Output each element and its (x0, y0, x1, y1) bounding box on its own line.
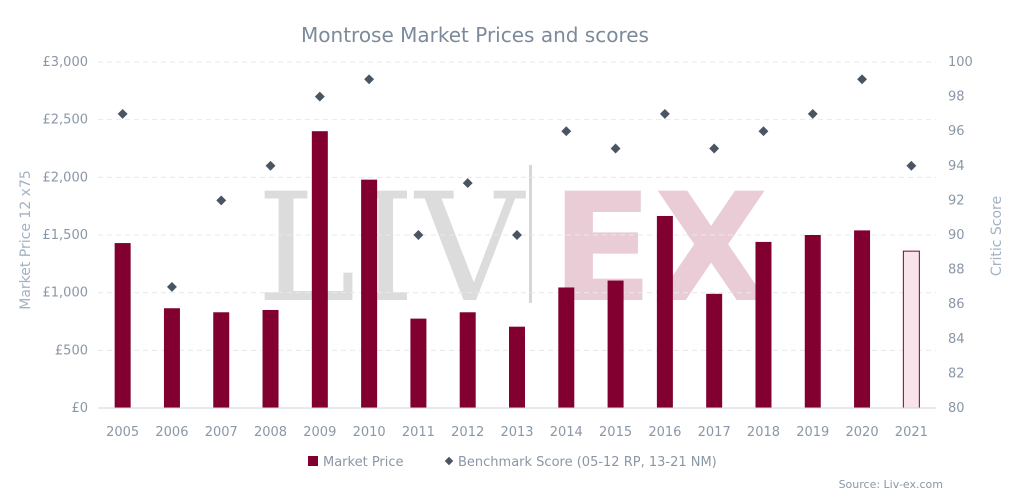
point-benchmark-score-2011 (413, 230, 424, 240)
x-tick-label: 2010 (353, 425, 386, 440)
bar-market-price-2006 (163, 308, 180, 408)
y2-tick-label: 80 (948, 401, 965, 416)
legend-label-benchmark-score: Benchmark Score (05-12 RP, 13-21 NM) (458, 455, 717, 470)
bar-market-price-2007 (213, 312, 230, 408)
bar-market-price-2018 (755, 241, 772, 408)
legend: Market Price Benchmark Score (05-12 RP, … (308, 455, 717, 470)
point-benchmark-score-2021 (906, 160, 917, 171)
x-tick-label: 2016 (648, 425, 681, 440)
legend-label-market-price: Market Price (323, 455, 404, 470)
bar-market-price-2020 (854, 230, 871, 408)
bar-market-price-2013 (509, 326, 525, 408)
y2-tick-label: 88 (948, 263, 965, 278)
x-tick-label: 2018 (747, 425, 780, 440)
x-tick-label: 2012 (451, 425, 484, 440)
point-benchmark-score-2018 (758, 126, 769, 137)
watermark-liv: LIV (256, 162, 526, 336)
y2-tick-label: 92 (948, 193, 965, 208)
y-axis-left: £0 £500 £1,000 £1,500 £2,000 £2,500 £3,000 (43, 55, 89, 416)
y-tick-label: £1,500 (43, 228, 89, 243)
y2-tick-label: 84 (948, 332, 965, 347)
x-tick-label: 2011 (402, 425, 435, 440)
bar-market-price-2014 (558, 287, 575, 408)
bar-series (114, 131, 920, 409)
x-tick-label: 2017 (698, 425, 731, 440)
point-benchmark-score-2012 (462, 178, 473, 189)
x-tick-label: 2015 (599, 425, 632, 440)
y-tick-label: £1,000 (43, 286, 89, 301)
y2-tick-label: 82 (948, 366, 965, 381)
bar-market-price-2011 (410, 318, 427, 408)
point-benchmark-score-2005 (117, 108, 128, 119)
bar-market-price-2016 (656, 215, 673, 408)
point-benchmark-score-2017 (709, 143, 720, 154)
legend-marker-benchmark-score (444, 456, 454, 466)
point-benchmark-score-2013 (512, 230, 522, 240)
point-benchmark-score-2006 (166, 281, 177, 292)
y-axis-title: Market Price 12 x75 (18, 170, 34, 310)
watermark-divider (529, 165, 532, 303)
y2-tick-label: 96 (948, 124, 965, 139)
bar-market-price-2019 (804, 235, 821, 408)
point-benchmark-score-2009 (314, 91, 325, 102)
x-tick-label: 2021 (895, 425, 928, 440)
bar-market-price-2012 (459, 312, 476, 408)
livex-watermark: LIV EX (256, 162, 769, 336)
y-axis-right: 80 82 84 86 88 90 92 94 96 98 100 (948, 55, 973, 416)
bar-market-price-2021 (902, 250, 920, 409)
gridlines (98, 61, 936, 351)
point-benchmark-score-2008 (265, 160, 276, 171)
chart-title: Montrose Market Prices and scores (301, 23, 649, 47)
y2-tick-label: 100 (948, 55, 973, 70)
y2-axis-title: Critic Score (989, 196, 1005, 276)
x-tick-label: 2020 (846, 425, 879, 440)
x-tick-label: 2007 (205, 425, 238, 440)
y-tick-label: £0 (71, 401, 88, 416)
x-tick-label: 2014 (550, 425, 583, 440)
point-benchmark-score-2016 (659, 108, 670, 119)
x-tick-label: 2005 (106, 425, 139, 440)
x-axis: 2005 2006 2007 2008 2009 2010 2011 2012 2013 2014… (106, 425, 928, 440)
x-tick-label: 2013 (500, 425, 533, 440)
source-note: Source: Liv-ex.com (839, 478, 943, 491)
x-tick-label: 2006 (155, 425, 188, 440)
x-tick-label: 2009 (303, 425, 336, 440)
y-tick-label: £500 (55, 343, 88, 358)
y-tick-label: £2,500 (43, 113, 89, 128)
point-benchmark-score-2010 (364, 74, 375, 85)
score-series (117, 74, 917, 292)
bar-market-price-2008 (262, 309, 279, 408)
bar-market-price-2015 (607, 280, 624, 408)
point-benchmark-score-2014 (561, 126, 572, 137)
point-benchmark-score-2019 (807, 108, 818, 119)
y-tick-label: £3,000 (43, 55, 89, 70)
bar-market-price-2009 (311, 131, 328, 408)
point-benchmark-score-2007 (216, 195, 227, 206)
legend-marker-market-price (308, 456, 318, 466)
x-tick-label: 2019 (796, 425, 829, 440)
y-tick-label: £2,000 (43, 170, 89, 185)
bar-market-price-2017 (706, 293, 723, 408)
y2-tick-label: 94 (948, 159, 965, 174)
point-benchmark-score-2015 (610, 143, 621, 154)
bar-market-price-2010 (361, 179, 378, 408)
y2-tick-label: 90 (948, 228, 965, 243)
y2-tick-label: 86 (948, 297, 965, 312)
point-benchmark-score-2020 (857, 74, 868, 85)
x-tick-label: 2008 (254, 425, 287, 440)
bar-market-price-2005 (114, 243, 131, 408)
y2-tick-label: 98 (948, 90, 965, 105)
